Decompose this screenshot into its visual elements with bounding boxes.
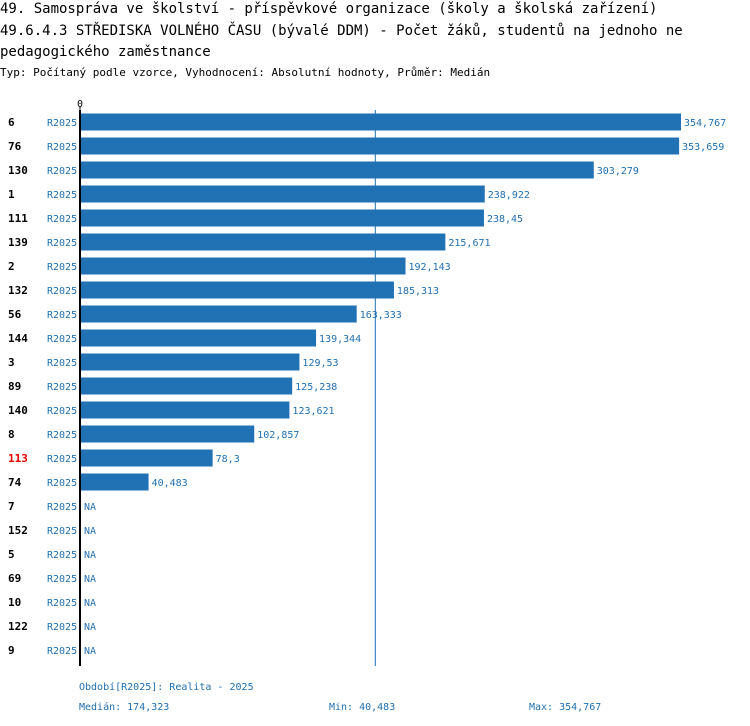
row-label: 10 xyxy=(8,596,21,609)
chart-title-line-3: pedagogického zaměstnance xyxy=(0,44,211,60)
row-period-label: R2025 xyxy=(47,382,77,393)
bar-value-label: NA xyxy=(84,574,96,585)
row-label: 7 xyxy=(8,500,15,513)
bar xyxy=(80,233,446,251)
bar-value-label: 192,143 xyxy=(409,262,451,273)
bar xyxy=(80,113,681,131)
row-label: 76 xyxy=(8,140,22,153)
bar-value-label: 123,621 xyxy=(292,406,334,417)
row-label: 9 xyxy=(8,644,15,657)
footer-period: Období[R2025]: Realita - 2025 xyxy=(79,682,254,693)
row-label: 144 xyxy=(8,332,28,345)
bar xyxy=(80,473,149,491)
row-period-label: R2025 xyxy=(47,502,77,513)
bar-value-label: 354,767 xyxy=(684,118,726,129)
bar xyxy=(80,281,394,299)
row-label: 74 xyxy=(8,476,22,489)
bar-value-label: 139,344 xyxy=(319,334,361,345)
row-label: 130 xyxy=(8,164,28,177)
bar-value-label: 163,333 xyxy=(360,310,402,321)
bar-value-label: NA xyxy=(84,646,96,657)
bar-value-label: 353,659 xyxy=(682,142,724,153)
row-period-label: R2025 xyxy=(47,166,77,177)
bar-value-label: NA xyxy=(84,622,96,633)
bar xyxy=(80,425,255,443)
row-label: 111 xyxy=(8,212,28,225)
chart-subtitle: Typ: Počítaný podle vzorce, Vyhodnocení:… xyxy=(0,66,491,79)
bar-value-label: 40,483 xyxy=(152,478,188,489)
row-label: 2 xyxy=(8,260,15,273)
bar-value-label: 238,45 xyxy=(487,214,523,225)
chart-title-line-2: 49.6.4.3 STŘEDISKA VOLNÉHO ČASU (bývalé … xyxy=(0,23,683,39)
bar xyxy=(80,329,317,347)
bar-value-label: 102,857 xyxy=(257,430,299,441)
row-label: 122 xyxy=(8,620,28,633)
row-label: 5 xyxy=(8,548,15,561)
row-period-label: R2025 xyxy=(47,358,77,369)
row-period-label: R2025 xyxy=(47,550,77,561)
bar-value-label: 185,313 xyxy=(397,286,439,297)
bar-value-label: NA xyxy=(84,502,96,513)
row-period-label: R2025 xyxy=(47,646,77,657)
row-label: 6 xyxy=(8,116,15,129)
bar-value-label: NA xyxy=(84,550,96,561)
bar xyxy=(80,161,594,179)
row-period-label: R2025 xyxy=(47,334,77,345)
row-period-label: R2025 xyxy=(47,262,77,273)
bar-value-label: 238,922 xyxy=(488,190,530,201)
row-label: 152 xyxy=(8,524,28,537)
row-label: 89 xyxy=(8,380,21,393)
bar-value-label: 125,238 xyxy=(295,382,337,393)
row-label: 3 xyxy=(8,356,15,369)
bar xyxy=(80,401,290,419)
row-label: 139 xyxy=(8,236,28,249)
bar xyxy=(80,305,357,323)
footer-min: Min: 40,483 xyxy=(329,702,396,713)
row-period-label: R2025 xyxy=(47,214,77,225)
bar xyxy=(80,377,293,395)
row-period-label: R2025 xyxy=(47,406,77,417)
bar-value-label: 78,3 xyxy=(216,454,240,465)
row-period-label: R2025 xyxy=(47,478,77,489)
bar xyxy=(80,137,680,155)
row-period-label: R2025 xyxy=(47,142,77,153)
row-label: 132 xyxy=(8,284,28,297)
row-period-label: R2025 xyxy=(47,430,77,441)
bar xyxy=(80,257,406,275)
bar-value-label: 215,671 xyxy=(448,238,490,249)
row-period-label: R2025 xyxy=(47,574,77,585)
row-period-label: R2025 xyxy=(47,118,77,129)
bar-value-label: 129,53 xyxy=(302,358,338,369)
footer-max: Max: 354,767 xyxy=(529,702,602,713)
row-label: 140 xyxy=(8,404,28,417)
row-label: 69 xyxy=(8,572,21,585)
row-period-label: R2025 xyxy=(47,622,77,633)
footer-median: Medián: 174,323 xyxy=(79,702,170,713)
bar xyxy=(80,353,300,371)
row-period-label: R2025 xyxy=(47,526,77,537)
row-period-label: R2025 xyxy=(47,286,77,297)
bar-value-label: NA xyxy=(84,526,96,537)
row-period-label: R2025 xyxy=(47,190,77,201)
bar-value-label: 303,279 xyxy=(597,166,639,177)
row-period-label: R2025 xyxy=(47,238,77,249)
bar-value-label: NA xyxy=(84,598,96,609)
chart-title-line-1: 49. Samospráva ve školství - příspěvkové… xyxy=(0,1,658,17)
bar xyxy=(80,449,213,467)
bar xyxy=(80,209,484,227)
row-label: 56 xyxy=(8,308,22,321)
row-label: 8 xyxy=(8,428,15,441)
row-period-label: R2025 xyxy=(47,598,77,609)
row-period-label: R2025 xyxy=(47,310,77,321)
bar xyxy=(80,185,485,203)
row-period-label: R2025 xyxy=(47,454,77,465)
row-label: 1 xyxy=(8,188,15,201)
row-label: 113 xyxy=(8,452,28,465)
x-tick-label: 0 xyxy=(77,99,83,110)
